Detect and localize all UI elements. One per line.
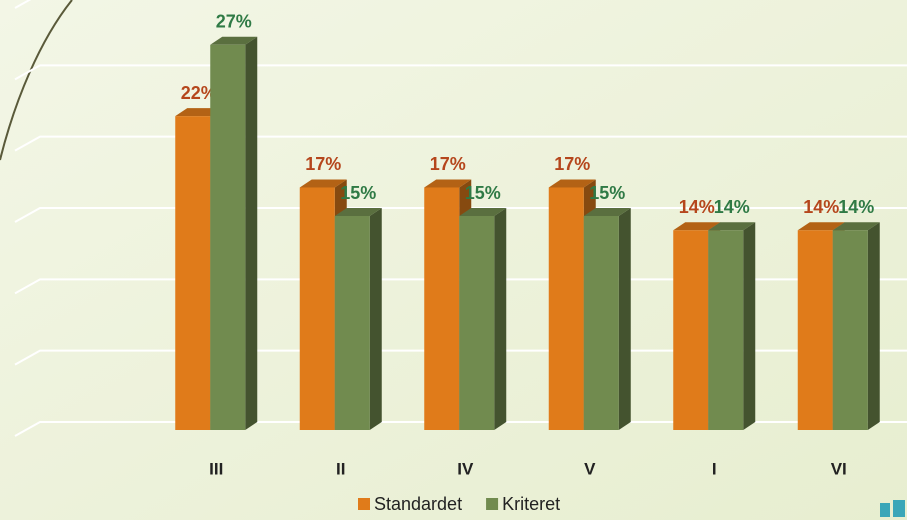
value-label: 17% xyxy=(305,154,341,174)
value-label: 14% xyxy=(838,197,874,217)
bar-side xyxy=(618,208,631,430)
value-label: 14% xyxy=(714,197,750,217)
x-tick-label: VI xyxy=(831,459,847,478)
bar xyxy=(175,116,211,430)
bar-side xyxy=(369,208,382,430)
x-tick-label: IV xyxy=(457,459,474,478)
bar-top xyxy=(299,179,347,188)
bar-top xyxy=(334,208,382,216)
x-tick-label: V xyxy=(584,459,596,478)
bar-top xyxy=(673,222,721,231)
value-label: 15% xyxy=(589,183,625,203)
bar-top xyxy=(459,208,507,216)
bar xyxy=(708,230,744,430)
grid-line xyxy=(14,135,907,152)
bar-top xyxy=(832,222,880,231)
bar-top xyxy=(583,208,631,216)
bar xyxy=(797,230,833,430)
bar xyxy=(673,230,709,430)
grid-line xyxy=(14,0,32,9)
legend-label: Kriteret xyxy=(502,494,560,514)
value-label: 14% xyxy=(679,197,715,217)
x-tick-label: II xyxy=(336,459,345,478)
bar-top xyxy=(548,179,596,188)
value-label: 27% xyxy=(216,12,252,32)
decor-curve xyxy=(0,0,73,161)
value-label: 17% xyxy=(430,154,466,174)
bar-top xyxy=(424,179,472,188)
value-label: 15% xyxy=(465,183,501,203)
bar xyxy=(832,230,868,430)
value-label: 14% xyxy=(803,197,839,217)
legend-swatch xyxy=(486,498,499,510)
bar xyxy=(548,187,584,430)
bar xyxy=(299,187,335,430)
legend-label: Standardet xyxy=(374,494,462,514)
bar xyxy=(424,187,460,430)
bar-top xyxy=(210,36,258,45)
bar-side xyxy=(245,36,258,431)
bar xyxy=(334,216,370,430)
grid-line xyxy=(14,64,907,81)
bar-side xyxy=(494,208,507,430)
bar xyxy=(459,216,495,430)
decor-icon xyxy=(880,500,905,517)
value-label: 22% xyxy=(181,83,217,103)
value-label: 17% xyxy=(554,154,590,174)
bar-side xyxy=(867,222,880,430)
legend-swatch xyxy=(358,498,370,510)
bar-top xyxy=(708,222,756,231)
bar-top xyxy=(797,222,845,231)
bar xyxy=(583,216,619,430)
x-tick-label: I xyxy=(712,459,717,478)
x-tick-label: III xyxy=(209,459,223,478)
bar xyxy=(210,44,246,431)
value-label: 15% xyxy=(340,183,376,203)
bar-side xyxy=(743,222,756,430)
